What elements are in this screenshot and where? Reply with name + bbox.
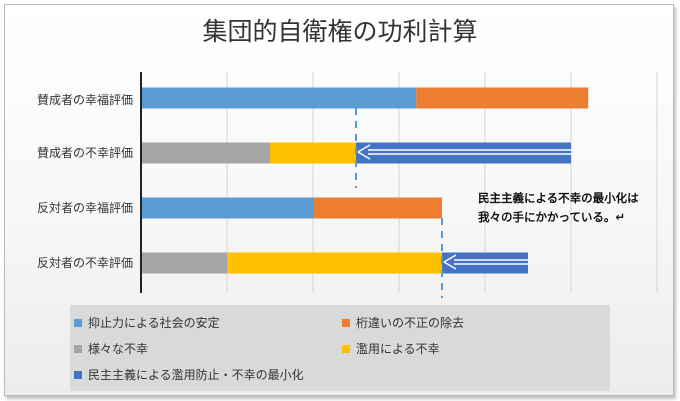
legend-item: 濫用による不幸	[342, 340, 440, 357]
bar-segment	[313, 197, 442, 219]
bar-segment	[141, 142, 270, 164]
bar-segment	[270, 142, 356, 164]
category-label: 賛成者の幸福評価	[37, 92, 133, 107]
legend-item: 様々な不幸	[74, 340, 148, 357]
legend-swatch	[74, 318, 82, 327]
legend-swatch	[74, 344, 82, 353]
bar-segment	[141, 252, 227, 274]
bar-segment	[416, 87, 589, 109]
legend-item: 桁違いの不正の除去	[342, 314, 464, 331]
category-labels: 賛成者の幸福評価 賛成者の不幸評価 反対者の幸福評価 反対者の不幸評価	[37, 92, 133, 270]
annotation-note: 民主主義による不幸の最小化は 我々の手にかかっている。↵	[478, 189, 668, 227]
category-label: 賛成者の不幸評価	[37, 145, 133, 160]
arrow-head	[357, 144, 371, 160]
legend-label: 様々な不幸	[88, 342, 149, 356]
legend-label: 濫用による不幸	[356, 342, 440, 356]
net-value-markers	[355, 108, 443, 298]
legend-swatch	[342, 344, 350, 353]
legend-item: 民主主義による濫用防止・不幸の最小化	[74, 366, 304, 383]
bar-segment	[141, 197, 313, 219]
annotation-line: 我々の手にかかっている。↵	[478, 210, 626, 224]
annotation-line: 民主主義による不幸の最小化は	[478, 191, 639, 205]
bar-segment	[141, 87, 417, 109]
legend-label: 民主主義による濫用防止・不幸の最小化	[88, 368, 304, 382]
legend-label: 抑止力による社会の安定	[88, 316, 220, 330]
category-label: 反対者の幸福評価	[37, 200, 133, 215]
minimization-arrows	[357, 144, 571, 270]
arrow-head	[443, 254, 457, 270]
legend: 抑止力による社会の安定 桁違いの不正の除去 様々な不幸 濫用による不幸 民主主義…	[70, 305, 610, 391]
legend-swatch	[342, 318, 350, 327]
bar-segment	[442, 252, 528, 274]
bar-segment	[356, 142, 571, 164]
bar-segment	[227, 252, 442, 274]
category-label: 反対者の不幸評価	[37, 255, 133, 270]
legend-item: 抑止力による社会の安定	[74, 314, 220, 331]
legend-swatch	[74, 370, 82, 379]
bars	[141, 87, 589, 274]
legend-label: 桁違いの不正の除去	[356, 316, 465, 330]
chart-title: 集団的自衛権の功利計算	[202, 17, 478, 46]
